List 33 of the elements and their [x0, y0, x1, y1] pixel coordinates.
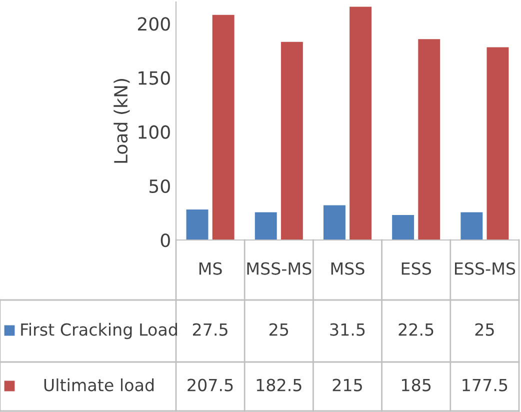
x-tick-label: MSS-MS: [247, 262, 312, 275]
legend-label: Ultimate load: [44, 378, 154, 392]
data-label: 27.5: [192, 323, 228, 336]
y-tick-label: 150: [138, 71, 170, 85]
data-label: 25: [475, 323, 494, 336]
data-label: 177.5: [462, 378, 508, 392]
x-tick-label: MSS: [331, 262, 364, 275]
bar: [280, 42, 303, 240]
y-axis-title: Load (kN): [114, 79, 130, 163]
data-label: 215: [332, 378, 362, 392]
x-tick-label: ESS: [402, 262, 432, 275]
data-label: 207.5: [188, 378, 233, 392]
data-label: 182.5: [256, 378, 302, 392]
bar: [460, 212, 483, 240]
bar: [212, 14, 234, 240]
bar: [350, 6, 372, 240]
data-label: 31.5: [330, 323, 365, 336]
bar: [254, 212, 277, 240]
bar: [186, 210, 208, 240]
bar: [392, 214, 414, 240]
x-tick-label: ESS-MS: [455, 262, 516, 275]
y-tick-label: 0: [160, 233, 170, 248]
bar: [486, 47, 509, 240]
data-label: 22.5: [398, 323, 434, 336]
x-tick-label: MS: [199, 262, 222, 275]
y-tick-label: 50: [150, 179, 170, 194]
y-tick-label: 100: [138, 125, 170, 139]
bar: [418, 39, 440, 240]
bar: [323, 205, 346, 240]
legend-label: First Cracking Load: [21, 322, 177, 340]
y-tick-label: 200: [138, 17, 170, 31]
data-label: 25: [270, 323, 288, 336]
data-label: 185: [402, 378, 431, 392]
